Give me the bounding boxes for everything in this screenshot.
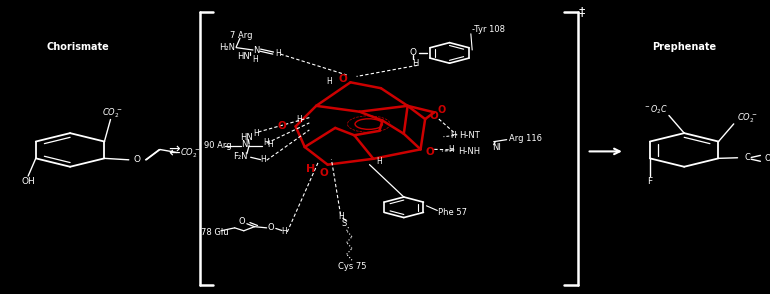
Text: F₂N: F₂N bbox=[233, 152, 248, 161]
Text: NI: NI bbox=[492, 143, 501, 151]
Text: OH: OH bbox=[22, 177, 35, 186]
Text: H: H bbox=[296, 116, 303, 124]
Text: H-NT: H-NT bbox=[459, 131, 480, 140]
Text: N: N bbox=[241, 141, 248, 149]
Text: H: H bbox=[412, 59, 419, 68]
Text: O: O bbox=[438, 105, 446, 115]
Text: O: O bbox=[410, 48, 417, 56]
Text: H: H bbox=[261, 155, 266, 164]
Text: H: H bbox=[306, 164, 316, 174]
Text: -Tyr 108: -Tyr 108 bbox=[472, 25, 505, 34]
Text: HN: HN bbox=[240, 133, 253, 142]
Text: 78 Glu: 78 Glu bbox=[201, 228, 229, 237]
Text: H: H bbox=[339, 212, 344, 220]
Text: Chorismate: Chorismate bbox=[46, 42, 109, 52]
Text: 90 Arg: 90 Arg bbox=[204, 141, 232, 150]
Text: H: H bbox=[326, 77, 332, 86]
Text: HN: HN bbox=[237, 52, 250, 61]
Text: O: O bbox=[765, 154, 770, 163]
Text: O: O bbox=[430, 111, 439, 121]
Text: Arg 116: Arg 116 bbox=[509, 134, 542, 143]
Text: O: O bbox=[425, 147, 434, 157]
Text: O: O bbox=[239, 218, 246, 226]
Text: H: H bbox=[253, 55, 258, 64]
Text: H-NH: H-NH bbox=[458, 147, 480, 156]
Text: H: H bbox=[275, 49, 281, 58]
Text: H: H bbox=[267, 141, 273, 149]
Text: H: H bbox=[263, 138, 269, 146]
Text: N: N bbox=[253, 46, 260, 55]
Text: H₂N: H₂N bbox=[219, 43, 235, 52]
Text: F: F bbox=[648, 177, 652, 186]
Text: H: H bbox=[281, 227, 287, 236]
Text: $^-O_2C$: $^-O_2C$ bbox=[643, 104, 668, 116]
Text: O: O bbox=[339, 74, 347, 84]
Text: C: C bbox=[745, 153, 751, 162]
Text: $CO_2^-$: $CO_2^-$ bbox=[737, 112, 758, 125]
Text: 7 Arg: 7 Arg bbox=[230, 31, 253, 40]
Text: ‡: ‡ bbox=[578, 5, 584, 18]
Text: $CO_2^-$: $CO_2^-$ bbox=[180, 147, 201, 160]
Text: S: S bbox=[342, 219, 347, 228]
Text: H: H bbox=[253, 129, 259, 138]
Text: H: H bbox=[450, 131, 456, 140]
Text: O: O bbox=[277, 121, 286, 131]
Text: H: H bbox=[448, 146, 454, 154]
Text: $CO_2^-$: $CO_2^-$ bbox=[102, 107, 122, 120]
Text: O: O bbox=[267, 223, 274, 232]
Text: H: H bbox=[377, 157, 382, 166]
Text: O: O bbox=[134, 155, 141, 164]
Text: O: O bbox=[320, 168, 328, 178]
Text: Prephenate: Prephenate bbox=[652, 42, 716, 52]
Text: Phe 57: Phe 57 bbox=[438, 208, 467, 217]
Text: Cys 75: Cys 75 bbox=[338, 262, 367, 270]
Text: ⇄: ⇄ bbox=[168, 144, 179, 158]
